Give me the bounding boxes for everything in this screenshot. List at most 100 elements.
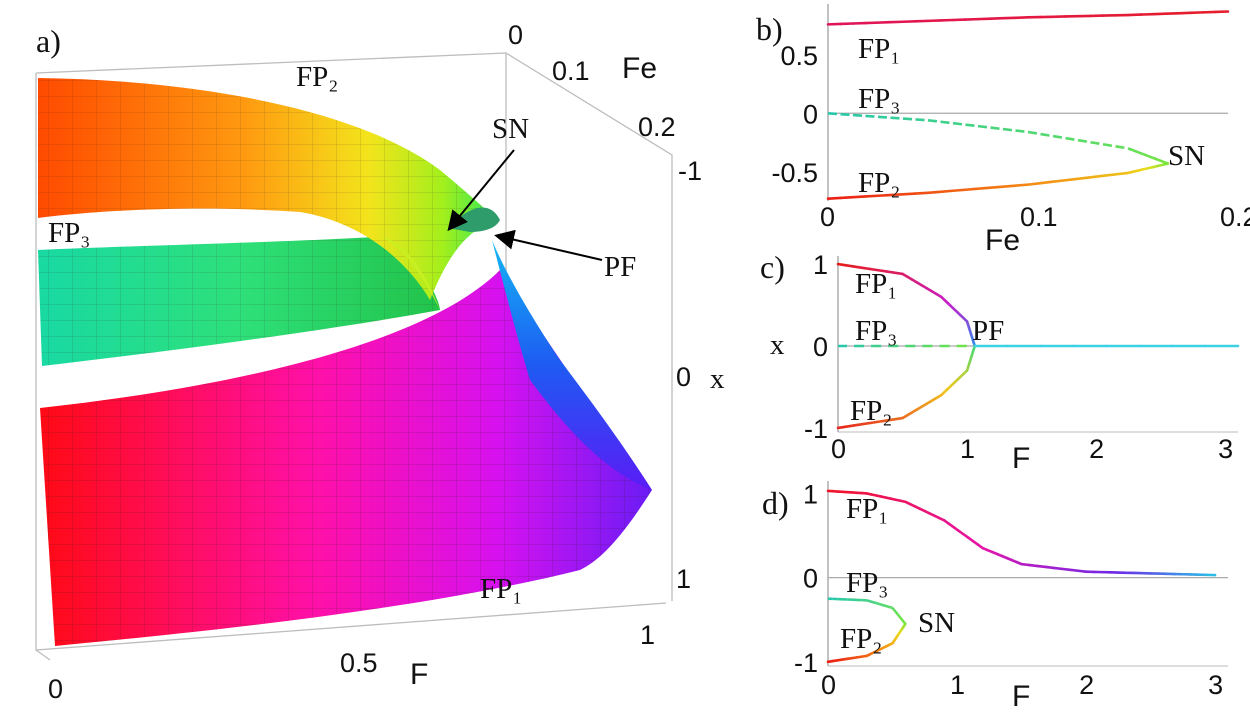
series-segment — [860, 266, 872, 271]
series-segment — [1068, 568, 1080, 573]
series-branch-0 — [826, 489, 1217, 577]
series-branch-2 — [827, 597, 907, 625]
y-tick-label: -1 — [804, 414, 828, 444]
series-segment — [1147, 154, 1154, 160]
panel-a: a) 0 0.5 — [35, 20, 725, 704]
series-segment — [893, 609, 897, 613]
series-segment — [1052, 134, 1066, 140]
tick-fe-0-1: 0.1 — [552, 56, 590, 86]
y-tick-label: 0 — [813, 332, 828, 362]
x-tick-label: 2 — [1079, 670, 1094, 700]
x-tick-label: 2 — [1089, 434, 1104, 464]
x-tick-label: 3 — [1218, 434, 1233, 464]
y-tick-label: 0 — [803, 99, 818, 129]
series-segment — [1115, 145, 1129, 150]
x-tick-label: 1 — [960, 434, 975, 464]
series-branch-0 — [826, 10, 1230, 26]
series-segment — [889, 192, 905, 197]
panel-a-label: a) — [36, 23, 61, 59]
panel-label: c) — [760, 249, 785, 285]
label-sn: SN — [492, 113, 529, 145]
series-segment — [1152, 156, 1159, 161]
series-label: FP₃ — [855, 315, 897, 347]
series-segment — [868, 420, 880, 425]
series-segment — [1064, 177, 1080, 182]
series-segment — [852, 265, 864, 270]
series-segment — [1157, 158, 1164, 163]
series-segment — [891, 607, 896, 611]
series-segment — [839, 195, 855, 200]
series-segment — [851, 195, 867, 199]
annotation-sn: SN — [1168, 140, 1205, 172]
series-label: FP₂ — [840, 623, 882, 655]
series-segment — [926, 190, 942, 195]
panel-label: b) — [756, 11, 783, 47]
series-segment — [1090, 140, 1104, 146]
x-tick-label: 0.2 — [1220, 202, 1250, 232]
tick-x-1: 1 — [676, 564, 691, 594]
series-segment — [901, 192, 917, 196]
axis-x-title: x — [710, 363, 725, 395]
series-segment — [964, 187, 980, 192]
series-segment — [1137, 150, 1144, 156]
label-fp3: FP₃ — [48, 217, 90, 249]
series-segment — [890, 116, 904, 120]
series-segment — [893, 271, 904, 276]
y-tick-label: 0.5 — [780, 41, 818, 71]
series-segment — [990, 126, 1004, 131]
series-segment — [1028, 563, 1039, 568]
series-segment — [882, 603, 887, 608]
series-segment — [1162, 160, 1169, 165]
series-segment — [864, 194, 880, 198]
y-tick-label: 1 — [803, 479, 818, 509]
series-segment — [896, 613, 900, 617]
series-branch-2 — [827, 111, 1169, 165]
tick-f-0: 0 — [48, 674, 63, 704]
surface-fp3 — [38, 236, 440, 366]
x-tick-label: 0 — [821, 670, 836, 700]
series-label: FP₁ — [855, 268, 897, 300]
series-segment — [885, 604, 890, 609]
x-tick-label: 0 — [820, 202, 835, 232]
series-label: FP₃ — [846, 567, 888, 599]
label-fp2: FP₂ — [296, 61, 338, 93]
surface-fp1 — [40, 270, 652, 646]
x-axis-title: Fe — [985, 224, 1020, 257]
x-tick-label: 0.1 — [1020, 202, 1058, 232]
series-segment — [844, 424, 856, 428]
series-segment — [1076, 569, 1088, 574]
series-segment — [1065, 136, 1079, 142]
series-segment — [899, 617, 904, 621]
series-segment — [894, 611, 899, 615]
series-segment — [1132, 149, 1139, 154]
series-segment — [879, 602, 884, 607]
x-axis-title: F — [1012, 680, 1030, 713]
series-segment — [902, 621, 907, 625]
series-segment — [840, 112, 854, 117]
series-segment — [951, 188, 967, 193]
annotation-pf: PF — [972, 315, 1004, 347]
series-segment — [1114, 171, 1130, 176]
series-segment — [915, 118, 929, 122]
series-label: FP₂ — [850, 395, 892, 427]
y-tick-label: -0.5 — [771, 158, 818, 188]
series-segment — [902, 622, 907, 628]
series-segment — [1060, 567, 1072, 572]
y-tick-label: -1 — [794, 648, 818, 678]
series-segment — [1076, 176, 1092, 181]
series-segment — [876, 601, 880, 606]
series-segment — [1052, 566, 1064, 571]
series-segment — [1102, 142, 1116, 148]
series-segment — [939, 189, 955, 194]
series-segment — [927, 118, 941, 124]
tick-f-1: 1 — [640, 620, 655, 650]
arrow-pf — [494, 229, 603, 261]
series-segment — [940, 120, 954, 125]
series-label: FP₂ — [858, 167, 900, 199]
series-segment — [902, 117, 916, 121]
series-segment — [877, 268, 888, 273]
series-segment — [1001, 184, 1017, 188]
series-segment — [1089, 174, 1105, 179]
